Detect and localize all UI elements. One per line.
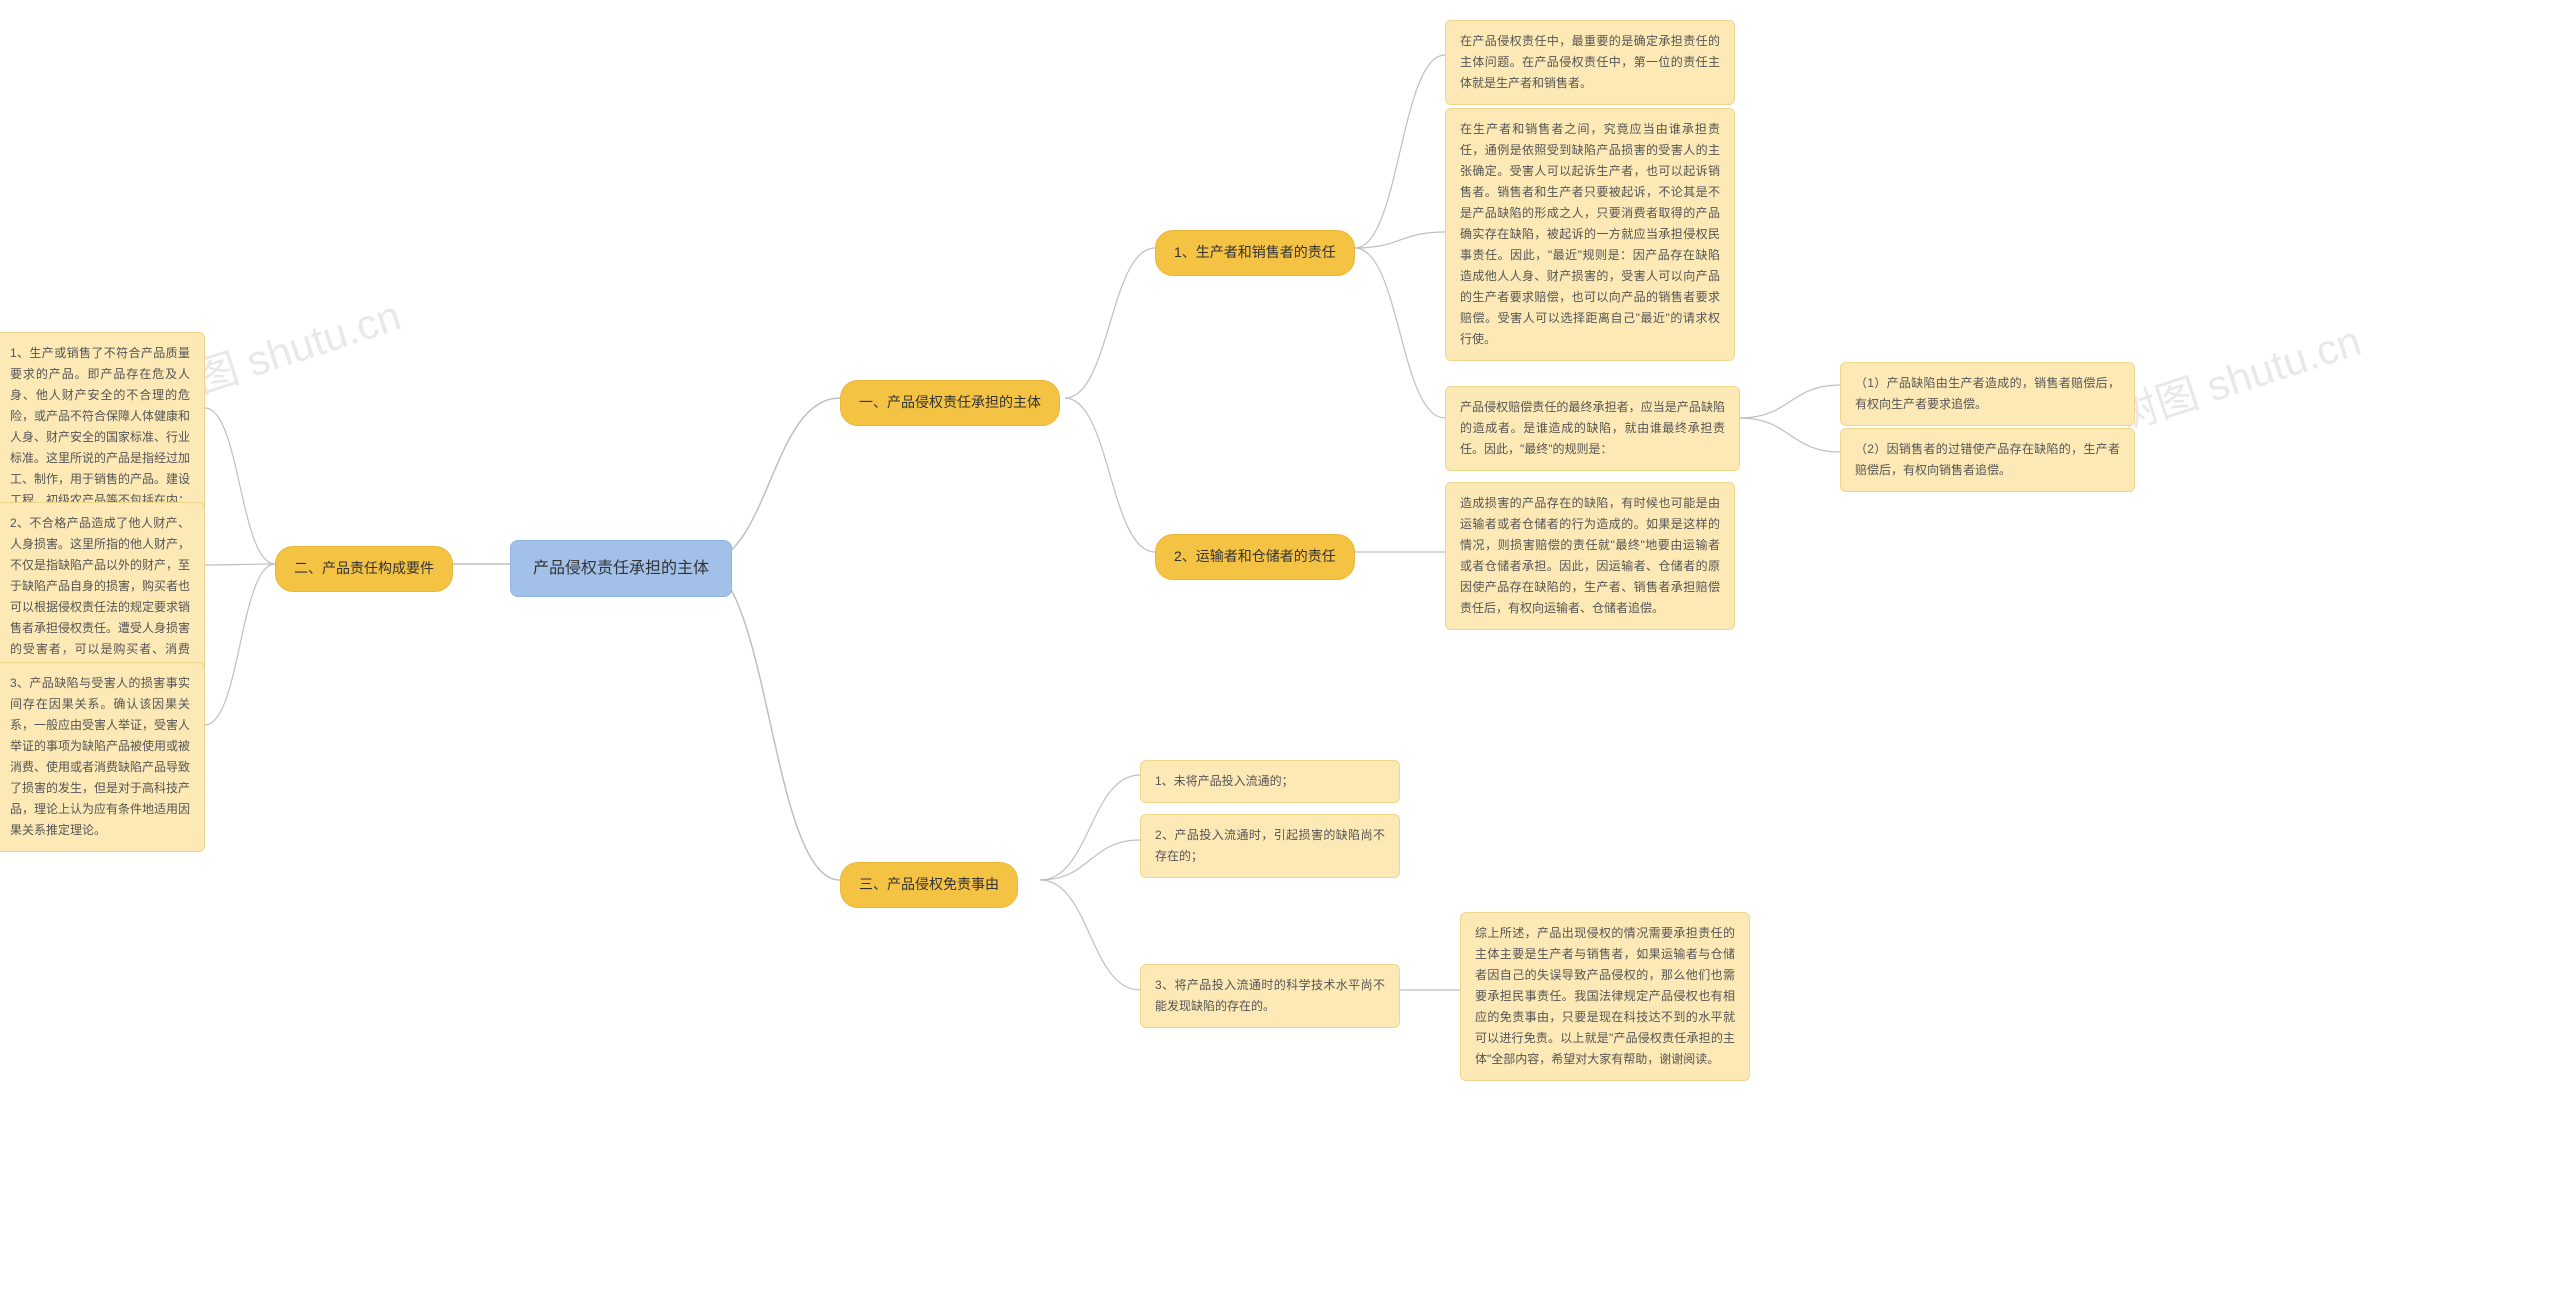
branch-1[interactable]: 一、产品侵权责任承担的主体 <box>840 380 1060 426</box>
leaf-1-1-c-2[interactable]: （2）因销售者的过错使产品存在缺陷的，生产者赔偿后，有权向销售者追偿。 <box>1840 428 2135 492</box>
watermark: 树图 shutu.cn <box>2107 307 2368 444</box>
leaf-3-a[interactable]: 1、未将产品投入流通的； <box>1140 760 1400 803</box>
leaf-3-c-note[interactable]: 综上所述，产品出现侵权的情况需要承担责任的主体主要是生产者与销售者，如果运输者与… <box>1460 912 1750 1081</box>
leaf-2-c[interactable]: 3、产品缺陷与受害人的损害事实间存在因果关系。确认该因果关系，一般应由受害人举证… <box>0 662 205 852</box>
branch-2[interactable]: 二、产品责任构成要件 <box>275 546 453 592</box>
leaf-1-1-b[interactable]: 在生产者和销售者之间，究竟应当由谁承担责任，通例是依照受到缺陷产品损害的受害人的… <box>1445 108 1735 361</box>
leaf-1-2-a[interactable]: 造成损害的产品存在的缺陷，有时候也可能是由运输者或者仓储者的行为造成的。如果是这… <box>1445 482 1735 630</box>
branch-1-2[interactable]: 2、运输者和仓储者的责任 <box>1155 534 1355 580</box>
leaf-1-1-c[interactable]: 产品侵权赔偿责任的最终承担者，应当是产品缺陷的造成者。是谁造成的缺陷，就由谁最终… <box>1445 386 1740 471</box>
branch-1-1[interactable]: 1、生产者和销售者的责任 <box>1155 230 1355 276</box>
leaf-3-b[interactable]: 2、产品投入流通时，引起损害的缺陷尚不存在的； <box>1140 814 1400 878</box>
leaf-1-1-a[interactable]: 在产品侵权责任中，最重要的是确定承担责任的主体问题。在产品侵权责任中，第一位的责… <box>1445 20 1735 105</box>
leaf-3-c[interactable]: 3、将产品投入流通时的科学技术水平尚不能发现缺陷的存在的。 <box>1140 964 1400 1028</box>
root-node[interactable]: 产品侵权责任承担的主体 <box>510 540 732 597</box>
connector-layer <box>0 0 2560 1297</box>
branch-3[interactable]: 三、产品侵权免责事由 <box>840 862 1018 908</box>
leaf-1-1-c-1[interactable]: （1）产品缺陷由生产者造成的，销售者赔偿后，有权向生产者要求追偿。 <box>1840 362 2135 426</box>
